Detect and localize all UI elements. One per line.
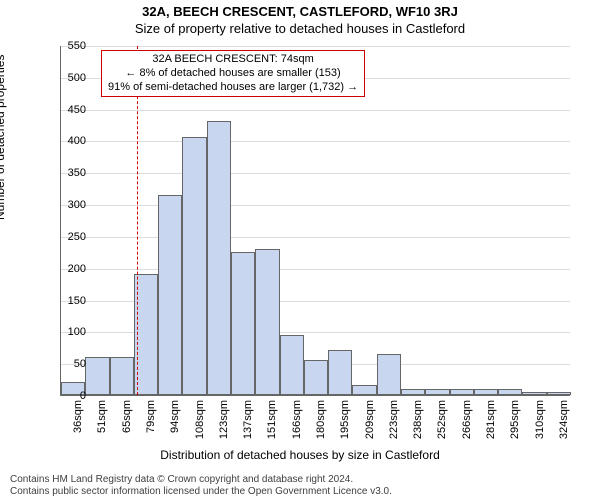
x-tick-label: 108sqm (194, 400, 206, 445)
chart-container: 32A, BEECH CRESCENT, CASTLEFORD, WF10 3R… (0, 0, 600, 500)
chart-title-sub: Size of property relative to detached ho… (0, 19, 600, 36)
annotation-box: 32A BEECH CRESCENT: 74sqm ← 8% of detach… (101, 50, 365, 97)
y-tick-label: 100 (56, 326, 86, 338)
x-tick-label: 295sqm (509, 400, 521, 445)
histogram-bar (280, 335, 304, 395)
footer-line1: Contains HM Land Registry data © Crown c… (10, 474, 590, 486)
x-tick-label: 151sqm (266, 400, 278, 445)
x-tick-label: 281sqm (485, 400, 497, 445)
x-tick-label: 65sqm (121, 400, 133, 445)
histogram-bar (158, 195, 182, 395)
x-tick-label: 238sqm (412, 400, 424, 445)
histogram-bar (547, 392, 571, 395)
histogram-bar (304, 360, 328, 395)
x-tick-label: 324sqm (558, 400, 570, 445)
histogram-bar (425, 389, 449, 395)
x-tick-label: 209sqm (364, 400, 376, 445)
y-tick-label: 550 (56, 40, 86, 52)
y-tick-label: 200 (56, 263, 86, 275)
y-tick-label: 150 (56, 295, 86, 307)
annotation-line3: 91% of semi-detached houses are larger (… (108, 81, 358, 95)
annotation-line1: 32A BEECH CRESCENT: 74sqm (108, 53, 358, 67)
y-tick-label: 300 (56, 199, 86, 211)
x-tick-label: 310sqm (534, 400, 546, 445)
chart-title-main: 32A, BEECH CRESCENT, CASTLEFORD, WF10 3R… (0, 0, 600, 19)
marker-line (137, 46, 138, 395)
x-tick-label: 51sqm (96, 400, 108, 445)
y-tick-label: 500 (56, 72, 86, 84)
x-tick-label: 266sqm (461, 400, 473, 445)
y-tick-label: 250 (56, 231, 86, 243)
y-tick-label: 350 (56, 167, 86, 179)
x-axis-label: Distribution of detached houses by size … (0, 448, 600, 462)
x-tick-label: 123sqm (218, 400, 230, 445)
histogram-bar (522, 392, 546, 395)
histogram-bar (377, 354, 401, 395)
histogram-bar (474, 389, 498, 395)
histogram-bar (110, 357, 134, 395)
histogram-bar (498, 389, 522, 395)
histogram-bar (207, 121, 231, 395)
y-tick-label: 450 (56, 104, 86, 116)
x-tick-label: 180sqm (315, 400, 327, 445)
histogram-bar (328, 350, 352, 395)
x-tick-label: 94sqm (169, 400, 181, 445)
histogram-bar (401, 389, 425, 395)
plot-area: 32A BEECH CRESCENT: 74sqm ← 8% of detach… (60, 46, 570, 396)
y-axis-label: Number of detached properties (0, 55, 7, 220)
x-tick-label: 252sqm (436, 400, 448, 445)
histogram-bar (85, 357, 109, 395)
x-tick-label: 36sqm (72, 400, 84, 445)
y-tick-label: 50 (56, 358, 86, 370)
histogram-bar (182, 137, 206, 395)
x-tick-label: 195sqm (339, 400, 351, 445)
y-tick-label: 400 (56, 135, 86, 147)
histogram-bar (450, 389, 474, 395)
annotation-line2: ← 8% of detached houses are smaller (153… (108, 67, 358, 81)
x-tick-label: 223sqm (388, 400, 400, 445)
histogram-bar (255, 249, 279, 395)
footer-line2: Contains public sector information licen… (10, 486, 590, 498)
footer: Contains HM Land Registry data © Crown c… (10, 474, 590, 498)
x-tick-label: 137sqm (242, 400, 254, 445)
x-tick-label: 166sqm (291, 400, 303, 445)
histogram-bar (231, 252, 255, 395)
histogram-bar (352, 385, 376, 395)
x-tick-label: 79sqm (145, 400, 157, 445)
